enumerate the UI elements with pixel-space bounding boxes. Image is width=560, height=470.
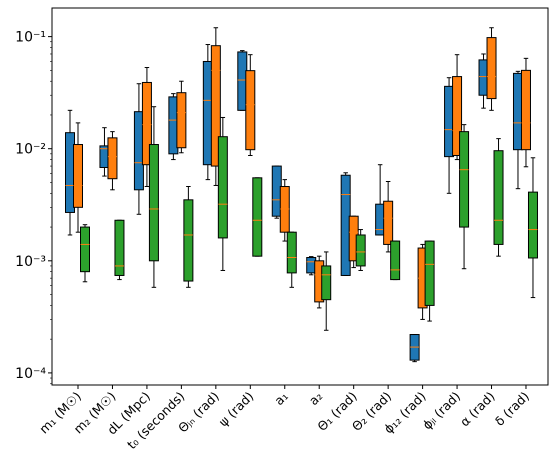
y-tick-label: 10⁻³ xyxy=(15,254,46,270)
box xyxy=(383,200,394,245)
box xyxy=(148,144,159,262)
y-tick-label: 10⁻⁴ xyxy=(15,366,46,382)
box xyxy=(183,199,194,282)
y-tick-label: 10⁻² xyxy=(15,142,46,158)
box xyxy=(286,231,297,274)
y-tick-label: 10⁻¹ xyxy=(15,30,46,46)
box xyxy=(459,131,470,228)
x-tick-label: a₂ xyxy=(306,389,326,409)
box xyxy=(176,92,187,149)
box xyxy=(217,136,228,239)
x-tick-label: α (rad) xyxy=(457,389,498,430)
box xyxy=(390,240,401,281)
box xyxy=(252,177,263,257)
box xyxy=(141,81,152,166)
box xyxy=(114,219,125,276)
x-tick-label: a₁ xyxy=(271,389,291,409)
box xyxy=(107,137,118,180)
box xyxy=(527,191,538,259)
box xyxy=(245,70,256,151)
x-tick-label: ϕⱼₗ (rad) xyxy=(419,389,463,433)
box xyxy=(520,69,531,151)
box xyxy=(355,234,366,267)
box xyxy=(210,45,221,167)
plot-frame xyxy=(51,7,549,386)
box xyxy=(80,226,90,273)
box xyxy=(452,76,463,156)
box xyxy=(493,150,504,245)
box xyxy=(321,265,332,301)
box xyxy=(486,37,497,100)
box xyxy=(424,240,435,306)
x-tick-label: δ (rad) xyxy=(492,389,532,429)
x-tick-label: ψ (rad) xyxy=(216,389,257,430)
box xyxy=(73,144,83,208)
